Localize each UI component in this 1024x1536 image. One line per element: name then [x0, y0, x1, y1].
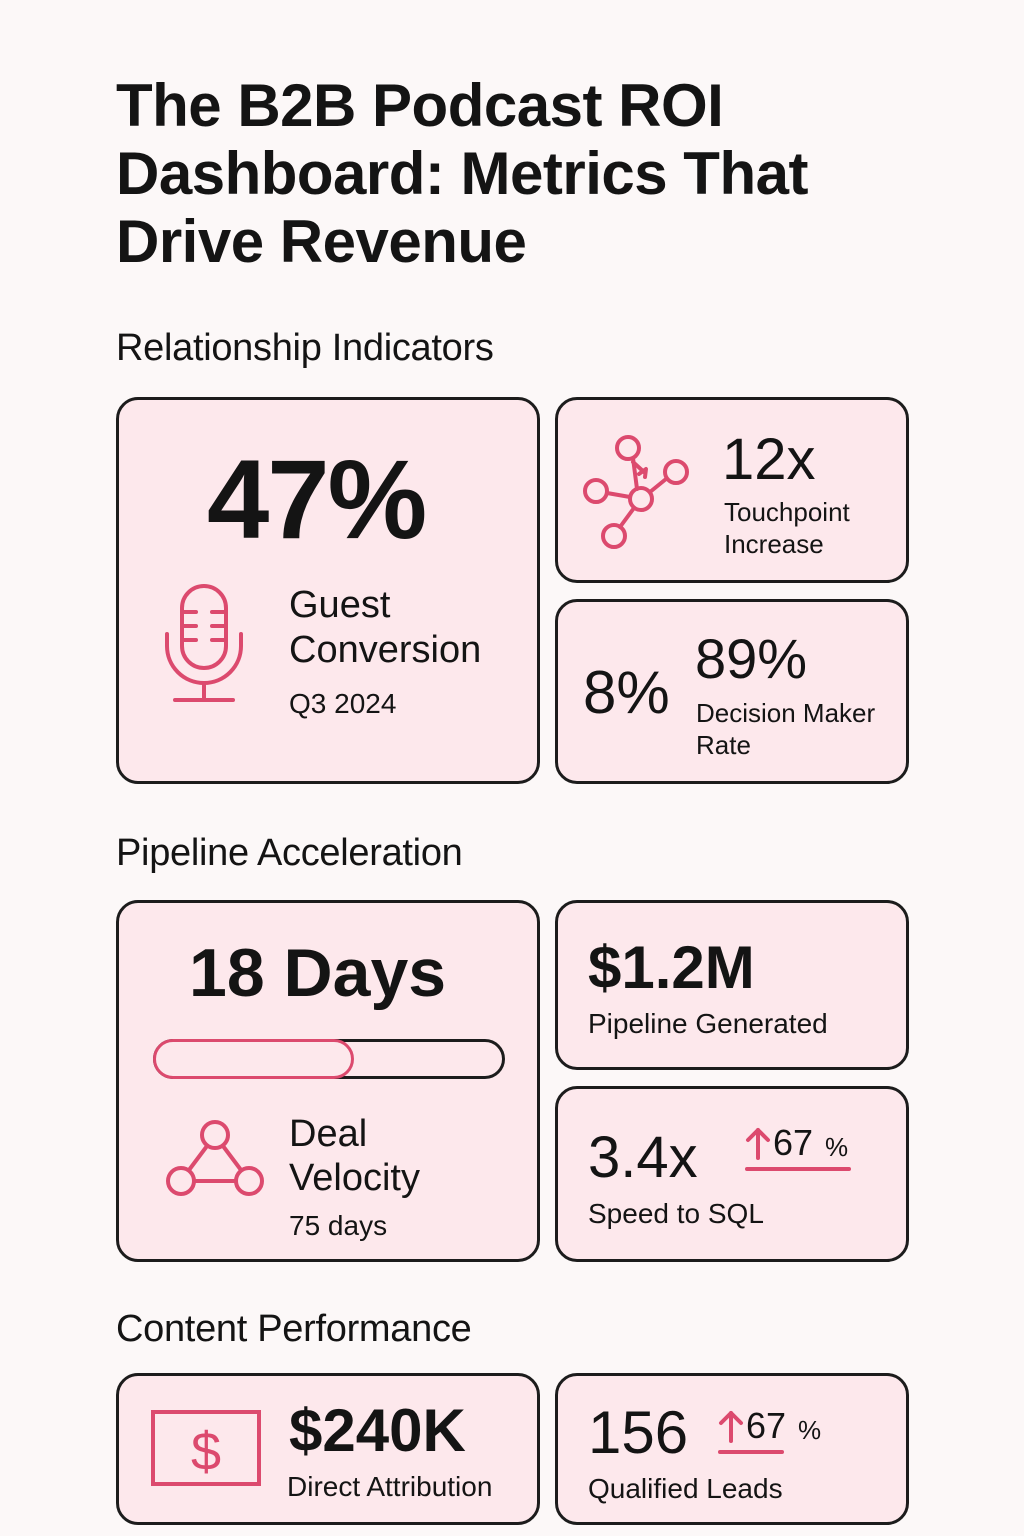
deal-velocity-sub: 75 days	[289, 1210, 388, 1241]
deal-velocity-label-line-2: Velocity	[289, 1157, 420, 1199]
guest-conversion-label-line-1: Guest	[289, 584, 391, 626]
section-heading-relationship: Relationship Indicators	[116, 327, 494, 369]
pipeline-generated-label: Pipeline Generated	[588, 1008, 828, 1039]
dollar-bill-icon: $	[151, 1410, 261, 1491]
qualified-leads-value: 156	[588, 1399, 689, 1466]
speed-to-sql-change: 67 %	[745, 1121, 855, 1173]
page-title: The B2B Podcast ROI Dashboard: Metrics T…	[116, 72, 916, 276]
deal-velocity-card: 18 Days Deal Velocity 75 days	[116, 900, 540, 1262]
deal-velocity-label-line-1: Deal	[289, 1113, 368, 1155]
deal-velocity-value: 18 Days	[189, 935, 447, 1011]
qualified-leads-change-underline	[718, 1450, 784, 1454]
page-title-line-1: The B2B Podcast ROI	[116, 72, 724, 139]
touchpoint-card: 12x Touchpoint Increase	[555, 397, 909, 583]
speed-to-sql-value: 3.4x	[588, 1125, 698, 1190]
speed-to-sql-label: Speed to SQL	[588, 1198, 764, 1229]
pipeline-generated-card: $1.2M Pipeline Generated	[555, 900, 909, 1070]
qualified-leads-change-value: 67	[746, 1405, 787, 1446]
direct-attribution-label: Direct Attribution	[287, 1471, 493, 1502]
direct-attribution-card: $ $240K Direct Attribution	[116, 1373, 540, 1525]
touchpoint-label-line-2: Increase	[724, 529, 824, 559]
guest-conversion-period: Q3 2024	[289, 688, 397, 719]
decision-maker-label-line-2: Rate	[696, 730, 751, 760]
qualified-leads-card: 156 67 % Qualified Leads	[555, 1373, 909, 1525]
svg-text:$: $	[191, 1422, 221, 1482]
section-heading-content: Content Performance	[116, 1308, 472, 1350]
speed-to-sql-card: 3.4x 67 % Speed to SQL	[555, 1086, 909, 1262]
guest-conversion-value: 47%	[207, 437, 427, 562]
decision-maker-value: 89%	[695, 627, 808, 690]
qualified-leads-change: 67 %	[718, 1404, 828, 1456]
touchpoint-label-line-1: Touchpoint	[724, 497, 850, 527]
triangle-nodes-icon	[165, 1119, 265, 1204]
decision-maker-secondary-value: 8%	[583, 659, 670, 726]
network-nodes-icon	[582, 432, 690, 555]
qualified-leads-change-unit: %	[798, 1415, 822, 1445]
decision-maker-card: 8% 89% Decision Maker Rate	[555, 599, 909, 784]
page-title-line-3: Drive Revenue	[116, 208, 527, 275]
direct-attribution-value: $240K	[289, 1397, 466, 1464]
guest-conversion-card: 47% Guest Conversion Q3 2024	[116, 397, 540, 784]
speed-to-sql-change-unit: %	[825, 1132, 849, 1162]
decision-maker-label-line-1: Decision Maker	[696, 698, 876, 728]
touchpoint-value: 12x	[722, 427, 816, 492]
page-title-line-2: Dashboard: Metrics That	[116, 140, 808, 207]
arrow-up-icon	[746, 1128, 770, 1160]
qualified-leads-label: Qualified Leads	[588, 1473, 783, 1504]
microphone-icon	[161, 582, 247, 713]
section-heading-pipeline: Pipeline Acceleration	[116, 832, 463, 874]
speed-to-sql-change-value: 67	[773, 1122, 814, 1163]
arrow-up-icon	[719, 1411, 743, 1443]
deal-velocity-progress-bar	[153, 1039, 505, 1079]
deal-velocity-progress-fill	[153, 1039, 354, 1079]
speed-to-sql-change-underline	[745, 1167, 851, 1171]
pipeline-generated-value: $1.2M	[588, 934, 755, 1001]
guest-conversion-label-line-2: Conversion	[289, 629, 482, 671]
